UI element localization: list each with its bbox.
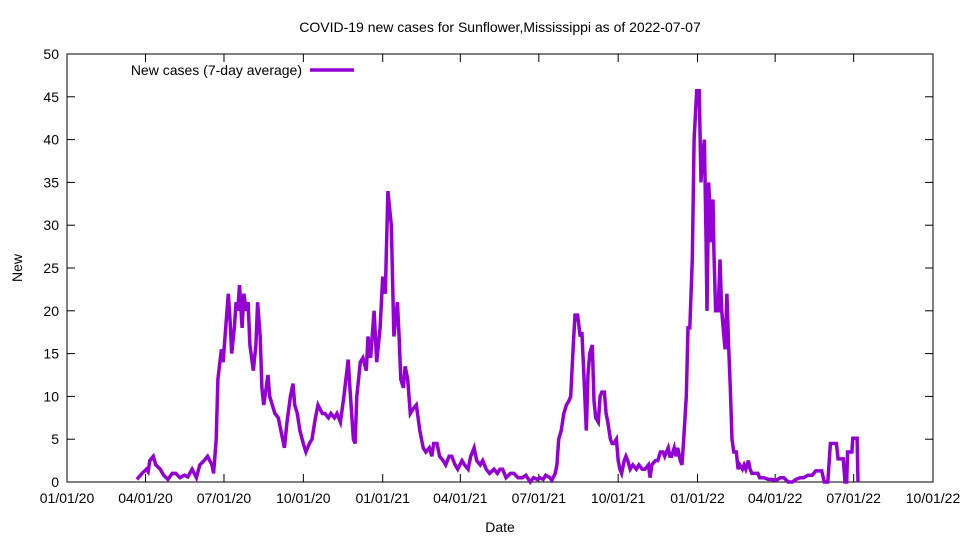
legend-label: New cases (7-day average) xyxy=(131,62,302,78)
x-axis: 01/01/20 04/01/20 07/01/20 10/01/20 01/01/21… xyxy=(40,54,960,506)
y-tick-label: 25 xyxy=(43,260,59,276)
y-tick-label: 15 xyxy=(43,346,59,362)
y-tick-label: 35 xyxy=(43,174,59,190)
x-tick-label: 01/01/20 xyxy=(40,490,95,506)
x-tick-label: 07/01/20 xyxy=(197,490,252,506)
y-tick-label: 20 xyxy=(43,303,59,319)
y-tick-label: 10 xyxy=(43,388,59,404)
y-tick-label: 30 xyxy=(43,217,59,233)
chart-title: COVID-19 new cases for Sunflower,Mississ… xyxy=(299,19,701,35)
x-tick-label: 04/01/20 xyxy=(118,490,173,506)
x-tick-label: 10/01/22 xyxy=(906,490,960,506)
x-tick-label: 01/01/22 xyxy=(670,490,725,506)
x-tick-label: 07/01/21 xyxy=(512,490,567,506)
y-tick-label: 0 xyxy=(51,474,59,490)
y-tick-label: 40 xyxy=(43,132,59,148)
x-tick-label: 10/01/20 xyxy=(276,490,331,506)
x-tick-label: 01/01/21 xyxy=(355,490,410,506)
x-tick-label: 10/01/21 xyxy=(591,490,646,506)
series-line-new-cases xyxy=(135,89,860,486)
y-tick-label: 5 xyxy=(51,431,59,447)
plot-frame xyxy=(66,53,934,483)
x-tick-label: 04/01/21 xyxy=(433,490,488,506)
x-tick-label: 04/01/22 xyxy=(748,490,803,506)
y-axis-label: New xyxy=(9,253,25,282)
y-tick-label: 45 xyxy=(43,89,59,105)
x-tick-label: 07/01/22 xyxy=(826,490,881,506)
y-axis: 0 5 10 15 20 25 30 35 40 45 50 xyxy=(43,46,933,490)
x-axis-label: Date xyxy=(485,519,515,535)
legend: New cases (7-day average) xyxy=(131,62,354,78)
y-tick-label: 50 xyxy=(43,46,59,62)
